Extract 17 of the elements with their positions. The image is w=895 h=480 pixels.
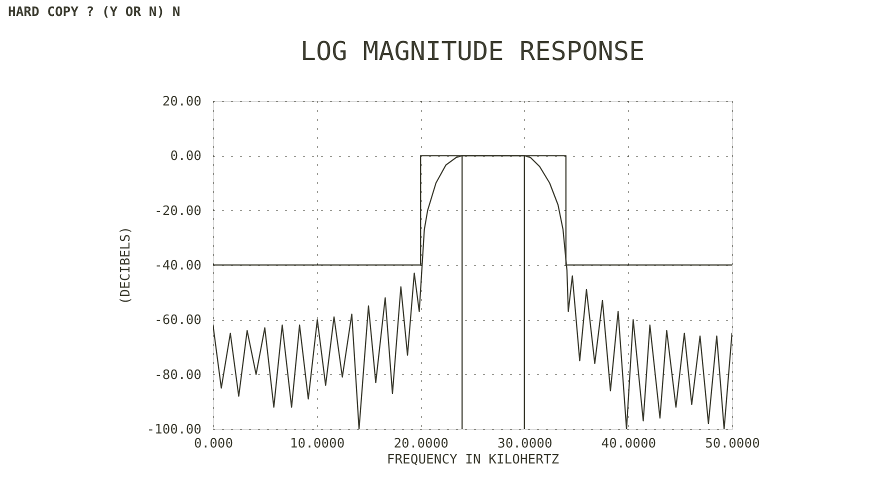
y-axis-title: (DECIBELS) [118,226,134,305]
y-tick-label: 20.00 [162,94,202,110]
x-tick-label: 20.0000 [394,436,448,452]
text: HARD COPY ? (Y OR N) N [8,5,180,20]
x-tick-label: 0.000 [194,436,234,452]
chart-title: LOG MAGNITUDE RESPONSE [300,37,645,67]
y-tick-label: -100.00 [146,422,202,438]
y-tick-label: 0.00 [170,149,202,164]
y-tick-label: -80.00 [154,368,202,383]
y-tick-label: -60.00 [154,313,202,328]
y-tick-label: -40.00 [154,258,202,274]
x-tick-label: 30.0000 [498,436,552,452]
x-tick-label: 10.0000 [290,436,345,452]
x-axis-title: FREQUENCY IN KILOHERTZ [386,452,560,468]
x-tick-label: 40.0000 [601,436,656,452]
x-tick-label: 50.0000 [705,436,760,452]
y-tick-label: -20.00 [154,204,202,219]
